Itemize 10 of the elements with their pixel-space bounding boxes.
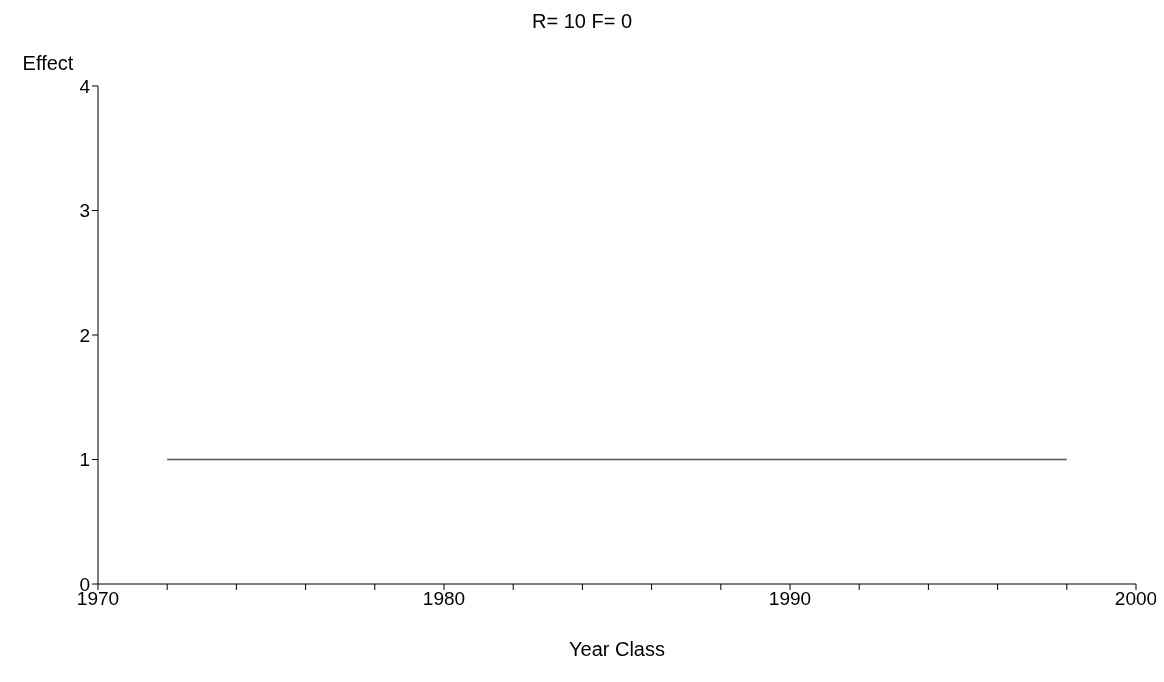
y-tick-label: 1 [79,449,90,471]
y-tick-label: 2 [79,324,90,346]
y-tick-label: 4 [79,75,91,97]
y-tick-label: 3 [79,200,90,222]
y-axis-title: Effect [22,52,74,74]
x-tick-label: 1980 [422,588,466,610]
x-axis-title: Year Class [569,638,665,660]
x-tick-label: 1990 [768,588,812,610]
x-tick-label: 2000 [1114,588,1158,610]
chart-title: R= 10 F= 0 [530,9,634,34]
